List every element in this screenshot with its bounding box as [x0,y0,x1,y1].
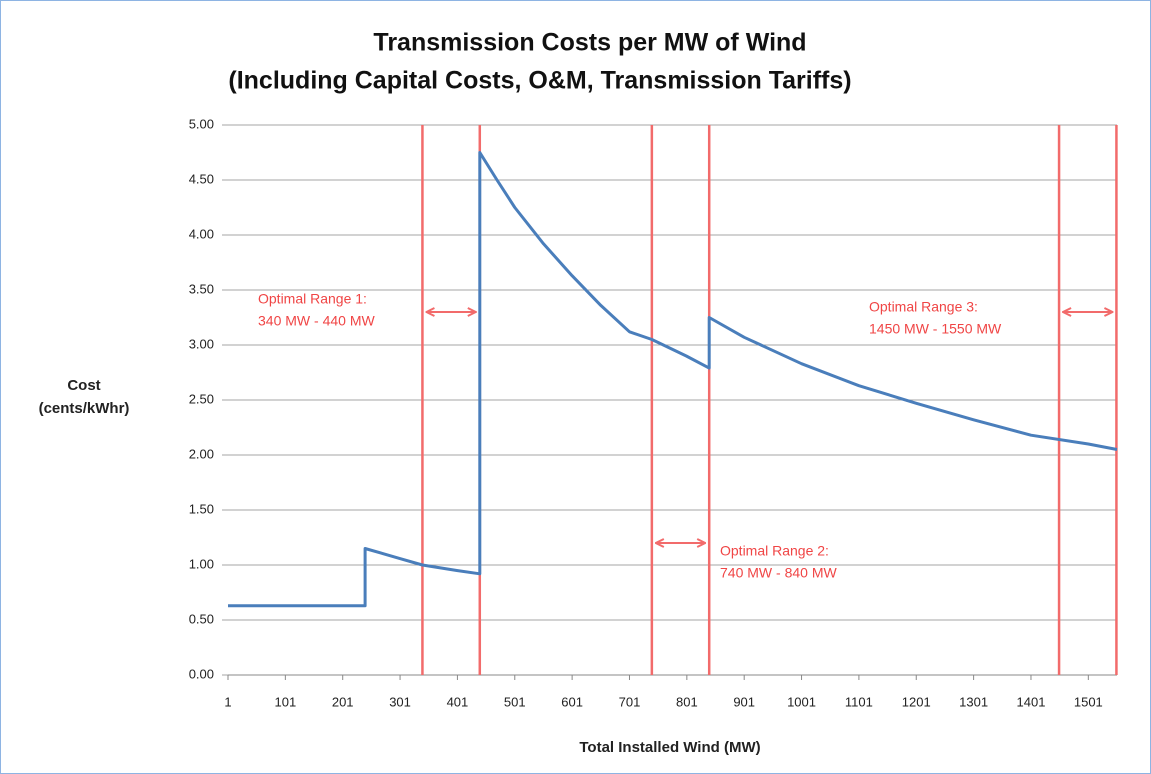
range-label: Optimal Range 3: [869,299,978,315]
x-tick-label: 1401 [1017,694,1046,709]
x-tick-label: 701 [619,694,641,709]
y-tick-label: 3.00 [189,336,214,351]
x-tick-label: 301 [389,694,411,709]
data-line [228,151,1118,608]
x-tick-label: 201 [332,694,354,709]
x-tick-label: 1 [224,694,231,709]
x-tick-label: 1301 [959,694,988,709]
range-label: 340 MW - 440 MW [258,313,375,329]
x-tick-label: 101 [275,694,297,709]
x-tick-label: 1201 [902,694,931,709]
y-axis-label: Cost [67,377,100,394]
x-tick-label: 801 [676,694,698,709]
chart-title: (Including Capital Costs, O&M, Transmiss… [228,67,851,95]
x-axis-label: Total Installed Wind (MW) [579,739,760,756]
range-label: 740 MW - 840 MW [720,565,837,581]
x-tick-label: 901 [733,694,755,709]
y-tick-label: 2.00 [189,446,214,461]
x-tick-label: 501 [504,694,526,709]
chart-title: Transmission Costs per MW of Wind [373,29,806,57]
range-label: 1450 MW - 1550 MW [869,321,1002,337]
range-label: Optimal Range 2: [720,543,829,559]
y-tick-label: 1.00 [189,556,214,571]
y-tick-label: 4.00 [189,226,214,241]
range-label: Optimal Range 1: [258,291,367,307]
x-tick-label: 1101 [845,694,873,709]
y-tick-label: 0.50 [189,611,214,626]
y-tick-label: 1.50 [189,501,214,516]
y-tick-label: 0.00 [189,666,214,681]
x-tick-label: 401 [447,694,469,709]
x-tick-label: 1001 [787,694,816,709]
x-tick-label: 601 [561,694,583,709]
y-tick-label: 2.50 [189,391,214,406]
y-tick-label: 4.50 [189,171,214,186]
y-tick-label: 3.50 [189,281,214,296]
y-tick-label: 5.00 [189,116,214,131]
y-axis-label: (cents/kWhr) [39,400,130,417]
x-tick-label: 1501 [1074,694,1103,709]
